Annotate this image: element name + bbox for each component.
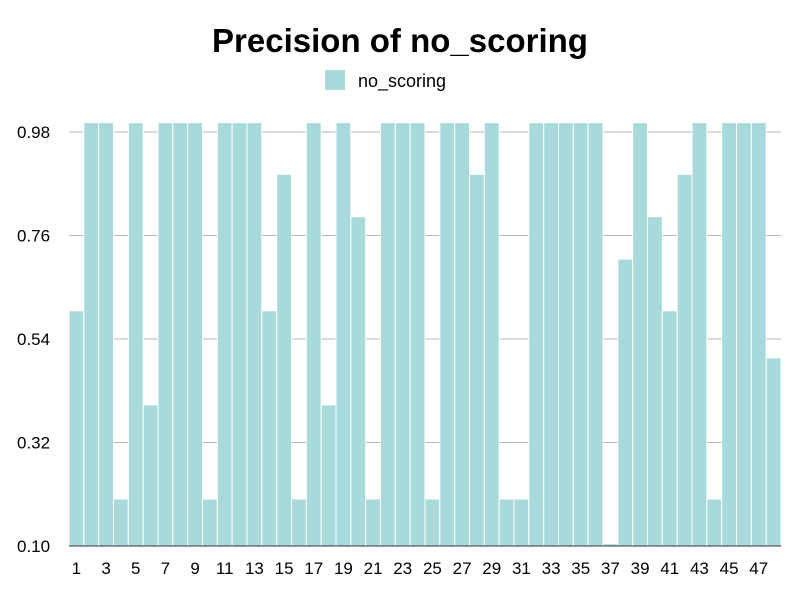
bar-32: [528, 122, 545, 547]
bar-17: [305, 122, 322, 547]
bar-27: [454, 122, 470, 547]
bar-12: [231, 122, 248, 547]
y-tick-label: 0.76: [17, 227, 50, 246]
x-axis-tick-labels: 1 3 5 7 9 11 13 15 17 19 21 23 25 27 29 31 33 35 37 39 41 43 4…: [72, 559, 769, 578]
bar-18: [320, 404, 337, 547]
bar-40: [647, 216, 663, 547]
x-tick-label: 47: [749, 559, 768, 578]
bar-16: [291, 498, 307, 547]
bar-35: [572, 122, 589, 547]
bar-10: [202, 498, 218, 547]
bar-42: [676, 173, 693, 547]
bar-14: [261, 310, 278, 547]
chart-title: Precision of no_scoring: [212, 22, 588, 59]
x-tick-label: 7: [161, 559, 170, 578]
x-tick-label: 33: [542, 559, 561, 578]
bar-43: [691, 122, 708, 547]
x-tick-label: 3: [101, 559, 110, 578]
bar-4: [113, 498, 129, 547]
x-tick-label: 15: [275, 559, 294, 578]
bar-5: [127, 122, 144, 547]
x-tick-label: 5: [131, 559, 140, 578]
bar-25: [424, 498, 441, 547]
legend-swatch: [325, 70, 345, 90]
bar-36: [587, 122, 604, 547]
x-tick-label: 11: [216, 559, 234, 578]
bar-30: [498, 498, 515, 547]
legend-label: no_scoring: [358, 71, 446, 92]
bar-31: [513, 498, 530, 547]
x-tick-label: 17: [304, 559, 323, 578]
bar-21: [365, 498, 381, 547]
y-tick-label: 0.98: [17, 123, 50, 142]
bar-20: [350, 216, 367, 547]
y-tick-label: 0.32: [17, 434, 50, 453]
bar-11: [216, 122, 233, 547]
x-tick-label: 9: [190, 559, 199, 578]
bar-9: [187, 122, 204, 547]
bar-48: [765, 357, 782, 547]
x-tick-label: 27: [453, 559, 472, 578]
bar-45: [721, 122, 738, 547]
x-tick-label: 45: [720, 559, 739, 578]
bar-23: [394, 122, 411, 547]
y-tick-label: 0.54: [17, 330, 50, 349]
bar-29: [483, 122, 500, 547]
bar-39: [632, 122, 649, 547]
bar-47: [750, 122, 767, 547]
bar-41: [661, 310, 678, 547]
x-tick-label: 39: [631, 559, 650, 578]
x-tick-label: 13: [245, 559, 264, 578]
x-tick-label: 1: [72, 559, 81, 578]
x-tick-label: 31: [512, 559, 531, 578]
bar-46: [736, 122, 752, 547]
x-tick-label: 23: [393, 559, 412, 578]
bar-7: [157, 122, 174, 547]
bar-34: [558, 122, 574, 547]
x-tick-label: 21: [364, 559, 383, 578]
y-tick-label: 0.10: [17, 537, 50, 556]
x-tick-label: 19: [334, 559, 353, 578]
bar-26: [439, 122, 456, 547]
bars: [68, 122, 782, 547]
bar-33: [543, 122, 560, 547]
bar-13: [246, 122, 263, 547]
x-tick-label: 29: [482, 559, 501, 578]
bar-3: [98, 122, 114, 547]
bar-44: [706, 498, 723, 547]
x-tick-label: 37: [601, 559, 620, 578]
x-tick-label: 35: [571, 559, 590, 578]
bar-38: [617, 258, 634, 547]
x-tick-label: 43: [690, 559, 709, 578]
bar-19: [335, 122, 352, 547]
bar-1: [68, 310, 85, 547]
bar-28: [469, 173, 485, 547]
legend: no_scoring: [325, 70, 446, 92]
x-tick-label: 25: [423, 559, 442, 578]
bar-2: [83, 122, 100, 547]
bar-8: [172, 122, 189, 547]
y-axis-tick-labels: 0.10 0.32 0.54 0.76 0.98: [17, 123, 50, 556]
bar-15: [276, 173, 292, 547]
bar-6: [142, 404, 159, 547]
x-tick-label: 41: [660, 559, 679, 578]
bar-22: [380, 122, 396, 547]
bar-24: [409, 122, 426, 547]
